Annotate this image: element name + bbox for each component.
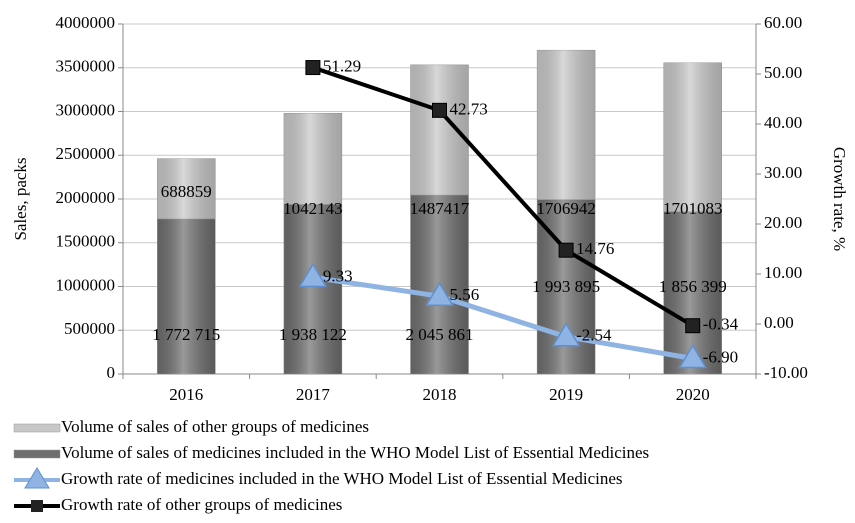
x-tick-label: 2017 [296,385,331,404]
bar-shade [157,158,216,219]
y-tick-label: 3000000 [56,100,116,119]
y-tick-label: 2000000 [56,188,116,207]
y2-tick-label: -10.00 [764,363,808,382]
bar-shade [537,50,596,200]
line-value-label: 42.73 [450,99,488,118]
y-tick-label: 3500000 [56,57,116,76]
bar-value-label: 1042143 [283,199,343,218]
x-tick-label: 2018 [423,385,457,404]
y-axis-label: Sales, packs [11,157,30,240]
y2-axis-label: Growth rate, % [830,147,849,251]
line-value-label: 51.29 [323,56,361,75]
bar-value-label: 1 938 122 [279,325,347,344]
bar-value-label: 1 772 715 [152,325,220,344]
triangle-marker [425,281,454,306]
line-value-label: -6.90 [703,347,738,366]
y2-tick-label: 20.00 [764,213,802,232]
legend-swatch [13,449,61,459]
y2-tick-label: 10.00 [764,263,802,282]
line [312,65,694,328]
legend-marker [24,467,50,489]
y2-tick-label: 0.00 [764,313,794,332]
legend-label: Growth rate of other groups of medicines [61,495,342,514]
line-value-label: 5.56 [450,285,480,304]
x-tick-label: 2016 [169,385,203,404]
bar-shade [283,204,342,374]
y2-tick-label: 50.00 [764,63,802,82]
legend-label: Volume of sales of other groups of medic… [61,417,369,436]
y-tick-label: 2500000 [56,144,116,163]
y-tick-label: 1500000 [56,232,116,251]
bar-shade [663,62,722,212]
y2-tick-label: 60.00 [764,13,802,32]
y-tick-label: 0 [107,363,116,382]
square-marker [685,318,701,334]
y2-tick-label: 30.00 [764,163,802,182]
legend-label: Volume of sales of medicines included in… [61,443,649,462]
line-value-label: 9.33 [323,266,353,285]
bar-value-label: 1 856 399 [659,277,727,296]
square-marker [432,102,447,118]
line [312,274,694,361]
bar-value-label: 1487417 [410,199,470,218]
x-tick-label: 2019 [549,385,583,404]
y2-tick-label: 40.00 [764,113,802,132]
bar-shade [157,218,216,374]
line-value-label: -0.34 [703,315,739,334]
y-tick-label: 4000000 [56,13,116,32]
bar-value-label: 1701083 [663,199,723,218]
legend-marker [31,500,43,512]
bar-shade [283,113,342,205]
y-tick-label: 500000 [64,319,115,338]
bar-value-label: 1706942 [536,199,596,218]
legend-label: Growth rate of medicines included in the… [61,469,623,488]
x-tick-label: 2020 [676,385,710,404]
bar-value-label: 688859 [161,182,212,201]
bar-value-label: 2 045 861 [406,325,474,344]
line-value-label: -2.54 [576,326,612,345]
legend-swatch [13,423,61,433]
line-value-label: 14.76 [576,239,614,258]
square-marker [558,242,574,258]
triangle-marker [678,344,708,369]
bar-value-label: 1 993 895 [532,277,600,296]
y-tick-label: 1000000 [56,275,116,294]
triangle-marker [298,262,328,288]
triangle-marker [551,322,581,347]
square-marker [305,60,321,76]
